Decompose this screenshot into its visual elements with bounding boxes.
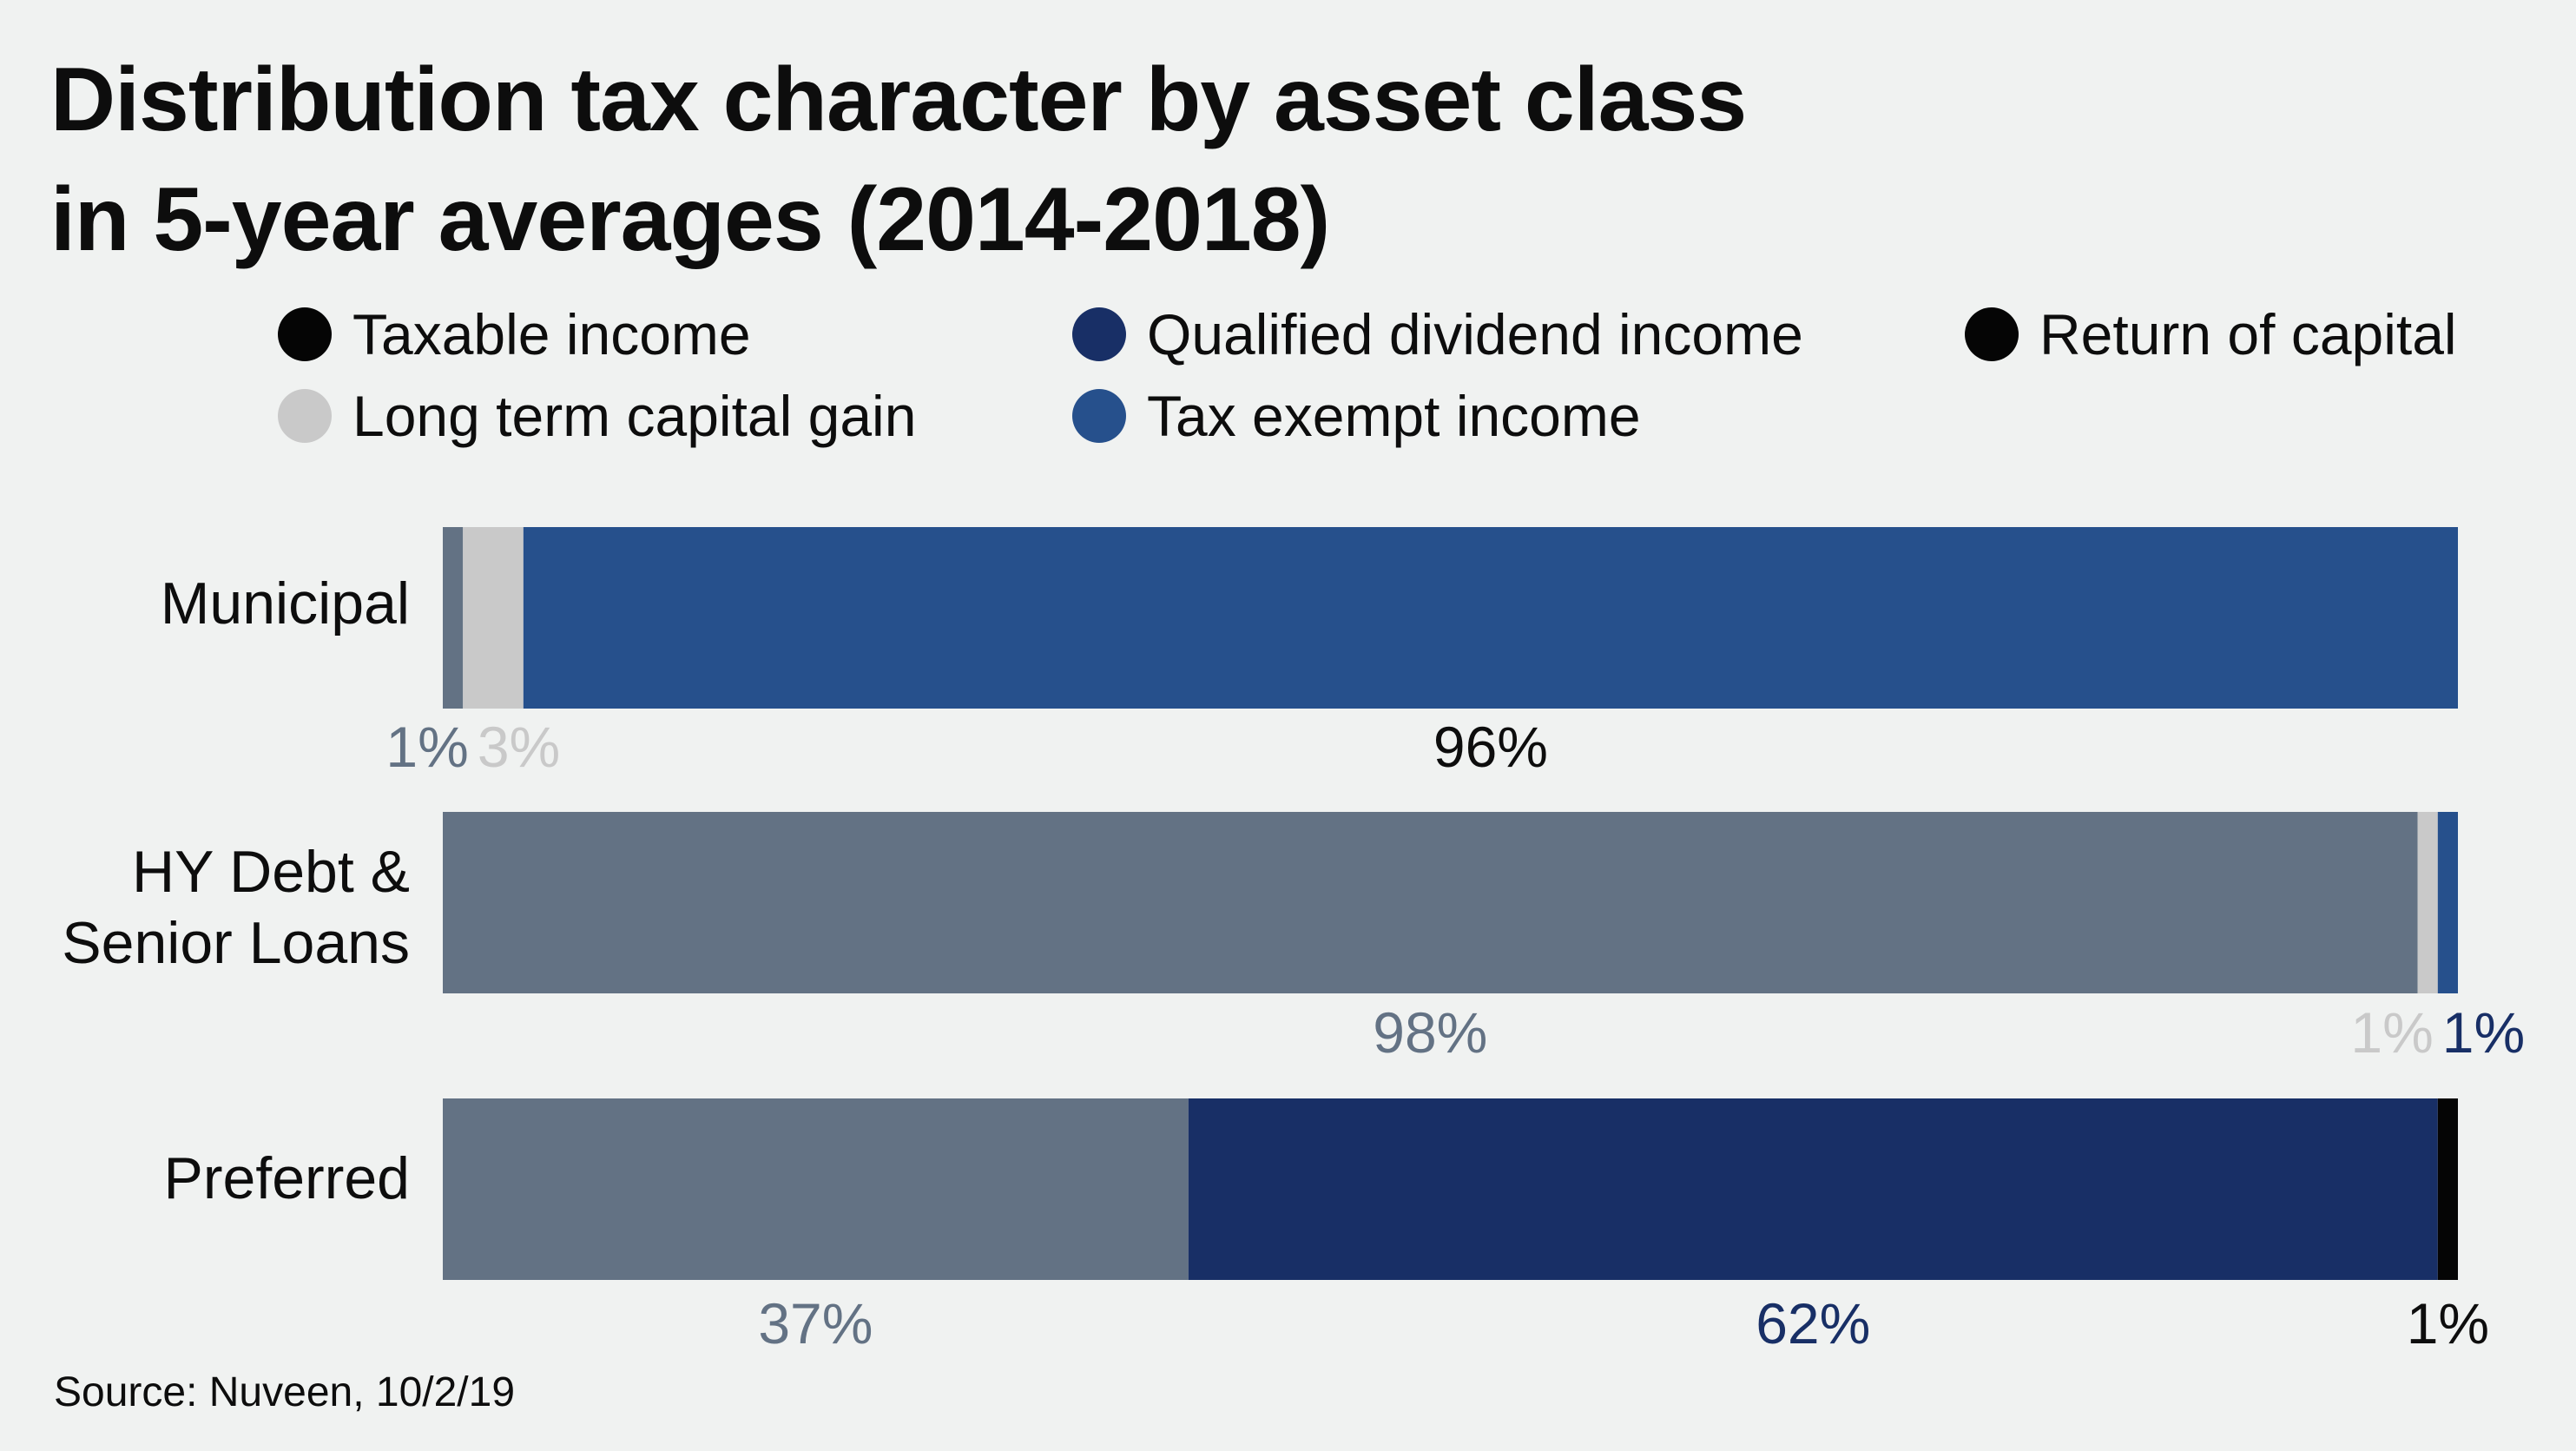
bar-segment-preferred-return-of-capital [2437,1098,2458,1280]
source-note: Source: Nuveen, 10/2/19 [54,1369,516,1415]
chart-title-line-2: in 5-year averages (2014-2018) [50,169,1330,270]
legend-swatch-qualified-dividend-income [1072,307,1126,361]
chart-legend: Taxable income Long term capital gain Qu… [278,300,2535,482]
bar-segment-hy-debt-senior-loans-taxable-income [443,812,2418,993]
category-label-hy-debt-line-1: HY Debt & [131,839,410,905]
bar-segment-preferred-qualified-dividend-income [1188,1098,2438,1280]
data-label-preferred-return-of-capital: 1% [2407,1291,2489,1355]
legend-label-qualified-dividend-income: Qualified dividend income [1147,302,1803,366]
data-label-municipal-tax-exempt-income: 96% [1433,715,1548,779]
category-label-municipal-line-1: Municipal [160,571,410,636]
legend-label-long-term-capital-gain: Long term capital gain [352,384,917,448]
legend-item-qualified-dividend-income: Qualified dividend income [1072,300,1803,369]
legend-item-tax-exempt-income: Tax exempt income [1072,381,1641,451]
bar-segment-municipal-taxable-income [443,527,464,709]
category-label-municipal: Municipal [161,568,410,639]
category-label-hy-debt-line-2: Senior Loans [62,910,410,976]
legend-label-taxable-income: Taxable income [352,302,751,366]
bar-segment-municipal-tax-exempt-income [523,527,2458,709]
legend-item-return-of-capital: Return of capital [1965,300,2457,369]
data-label-hy-debt-senior-loans-tax-exempt-income: 1% [2442,1000,2525,1065]
chart-title: Distribution tax character by asset clas… [50,40,2481,280]
data-label-hy-debt-senior-loans-long-term-capital-gain: 1% [2350,1000,2433,1065]
legend-label-tax-exempt-income: Tax exempt income [1147,384,1641,448]
legend-label-return-of-capital: Return of capital [2039,302,2457,366]
legend-swatch-tax-exempt-income [1072,389,1126,443]
data-label-municipal-long-term-capital-gain: 3% [478,715,560,779]
legend-swatch-return-of-capital [1965,307,2019,361]
data-label-preferred-taxable-income: 37% [758,1291,873,1355]
data-label-hy-debt-senior-loans-taxable-income: 98% [1373,1000,1487,1065]
category-label-hy-debt-senior-loans: HY Debt & Senior Loans [62,836,410,979]
bar-segment-hy-debt-senior-loans-long-term-capital-gain [2417,812,2438,993]
legend-swatch-taxable-income [278,307,332,361]
category-label-preferred-line-1: Preferred [163,1145,410,1211]
data-label-municipal-taxable-income: 1% [385,715,468,779]
bar-segment-preferred-taxable-income [443,1098,1189,1280]
legend-item-taxable-income: Taxable income [278,300,751,369]
category-label-preferred: Preferred [164,1143,410,1214]
bar-segment-hy-debt-senior-loans-tax-exempt-income [2437,812,2458,993]
chart-title-line-1: Distribution tax character by asset clas… [50,49,1747,150]
data-label-preferred-qualified-dividend-income: 62% [1756,1291,1870,1355]
legend-swatch-long-term-capital-gain [278,389,332,443]
bar-segment-municipal-long-term-capital-gain [463,527,524,709]
legend-item-long-term-capital-gain: Long term capital gain [278,381,916,451]
